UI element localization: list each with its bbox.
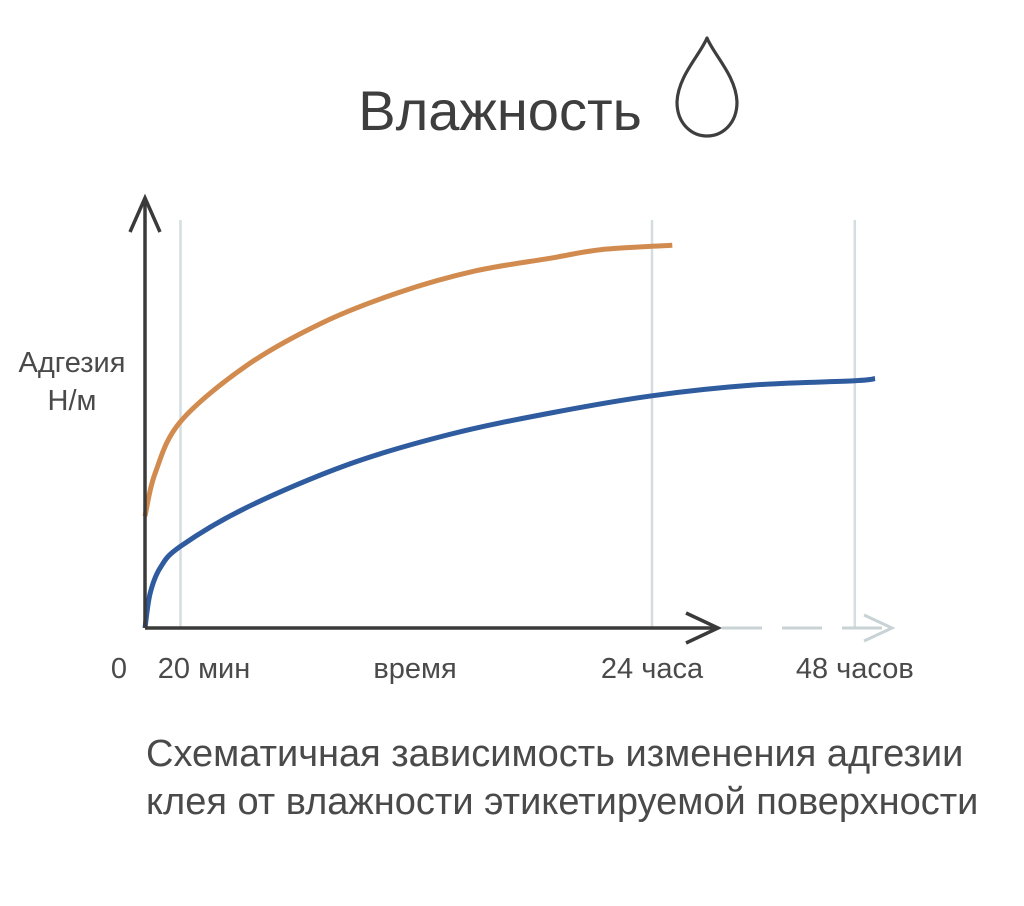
series-line-1 [142, 376, 876, 629]
axes [128, 193, 896, 645]
y-axis-label-line1: Адгезия [19, 347, 126, 379]
x-tick-label-2: 24 часа [601, 653, 704, 685]
caption-line2: клея от влажности этикетируемой поверхно… [146, 781, 978, 823]
caption-line1: Схематичная зависимость изменения адгези… [146, 733, 963, 775]
x-tick-label-3: 48 часов [796, 653, 914, 685]
y-axis-label-line2: Н/м [48, 385, 97, 417]
series-group [142, 242, 876, 629]
x-axis-label: время [373, 653, 456, 685]
water-drop-icon [675, 36, 739, 138]
series-line-0 [142, 242, 673, 517]
x-tick-label-1: 20 мин [158, 653, 250, 685]
y-axis-arrow [128, 193, 162, 233]
x-tick-labels: 0 20 мин 24 часа 48 часов [111, 653, 914, 685]
x-axis-arrow [685, 611, 723, 645]
chart-title: Влажность [358, 79, 642, 142]
x-axis-extension-arrow [863, 613, 896, 643]
x-tick-label-0: 0 [111, 653, 127, 685]
gridlines [179, 220, 857, 628]
